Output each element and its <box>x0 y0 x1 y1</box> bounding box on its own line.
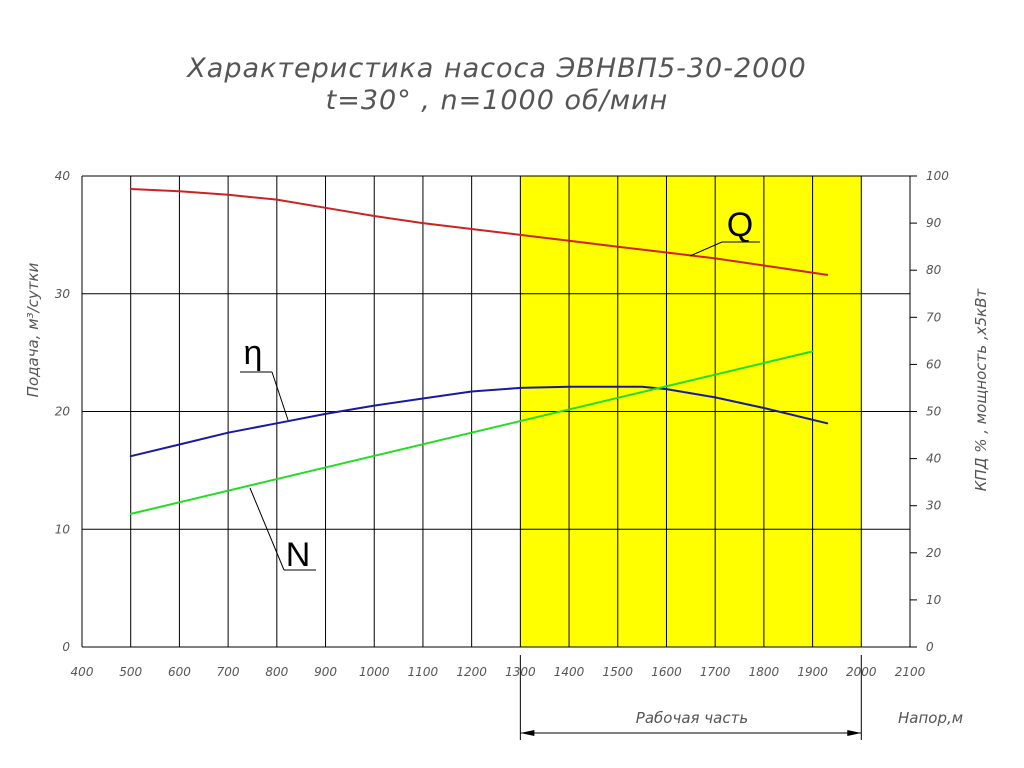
y-tick-label-right: 30 <box>926 499 942 513</box>
x-tick-label: 1100 <box>408 665 439 679</box>
series-lines <box>129 188 829 515</box>
series-line <box>129 385 829 458</box>
grid <box>81 175 917 648</box>
y-tick-label-left: 40 <box>55 169 71 183</box>
y-tick-label-left: 20 <box>55 405 71 419</box>
series-label-leader <box>249 487 285 571</box>
x-tick-label: 1500 <box>602 665 633 679</box>
x-tick-label: 1400 <box>554 665 585 679</box>
y-tick-label-left: 10 <box>55 522 71 536</box>
series-label: η <box>244 334 263 372</box>
x-tick-label: 1900 <box>797 665 828 679</box>
y-tick-label-right: 60 <box>926 357 942 371</box>
x-axis-label: Напор,м <box>898 709 963 727</box>
series-label: Q <box>727 206 753 244</box>
y-tick-label-right: 0 <box>926 640 934 654</box>
x-tick-label: 1800 <box>749 665 780 679</box>
y-tick-label-right: 40 <box>926 452 942 466</box>
x-tick-label: 2100 <box>895 665 926 679</box>
x-tick-label: 400 <box>71 665 94 679</box>
series-label: N <box>286 536 311 574</box>
x-tick-label: 600 <box>168 665 191 679</box>
y-tick-label-left: 0 <box>62 640 70 654</box>
chart-subtitle: t=30° , n=1000 об/мин <box>326 85 669 116</box>
x-tick-label: 1000 <box>359 665 390 679</box>
y-tick-label-right: 20 <box>926 546 942 560</box>
x-tick-label: 1700 <box>700 665 731 679</box>
x-tick-label: 1200 <box>456 665 487 679</box>
x-tick-label: 700 <box>217 665 240 679</box>
series-label-leader <box>689 241 723 257</box>
y-tick-label-right: 10 <box>926 593 942 607</box>
series-line <box>129 350 814 515</box>
x-tick-label: 800 <box>265 665 288 679</box>
x-tick-label: 900 <box>314 665 337 679</box>
y-tick-label-left: 30 <box>55 287 71 301</box>
tick-labels: 400 500 600 700 800 900 1000 1100 1200 1300 1400 15… <box>55 169 950 679</box>
working-zone-label: Рабочая часть <box>636 709 748 727</box>
annotations: Qη N <box>240 206 862 740</box>
y-tick-label-right: 80 <box>926 263 942 277</box>
y-tick-label-right: 90 <box>926 216 942 230</box>
y-tick-label-right: 50 <box>926 405 942 419</box>
chart-title: Характеристика насоса ЭВНВП5-30-2000 <box>185 53 806 84</box>
x-tick-label: 500 <box>119 665 142 679</box>
zone-arrow-left <box>520 730 535 736</box>
y-axis-label-left: Подача, м³/сутки <box>24 262 42 397</box>
y-axis-label-right: КПД % , мощность ,х5кВт <box>972 288 990 492</box>
series-line <box>129 188 829 276</box>
y-tick-label-right: 70 <box>926 310 942 324</box>
x-tick-label: 1600 <box>651 665 682 679</box>
zone-arrow-right <box>847 730 862 736</box>
series-label-leader <box>271 371 289 421</box>
y-tick-label-right: 100 <box>926 169 949 183</box>
